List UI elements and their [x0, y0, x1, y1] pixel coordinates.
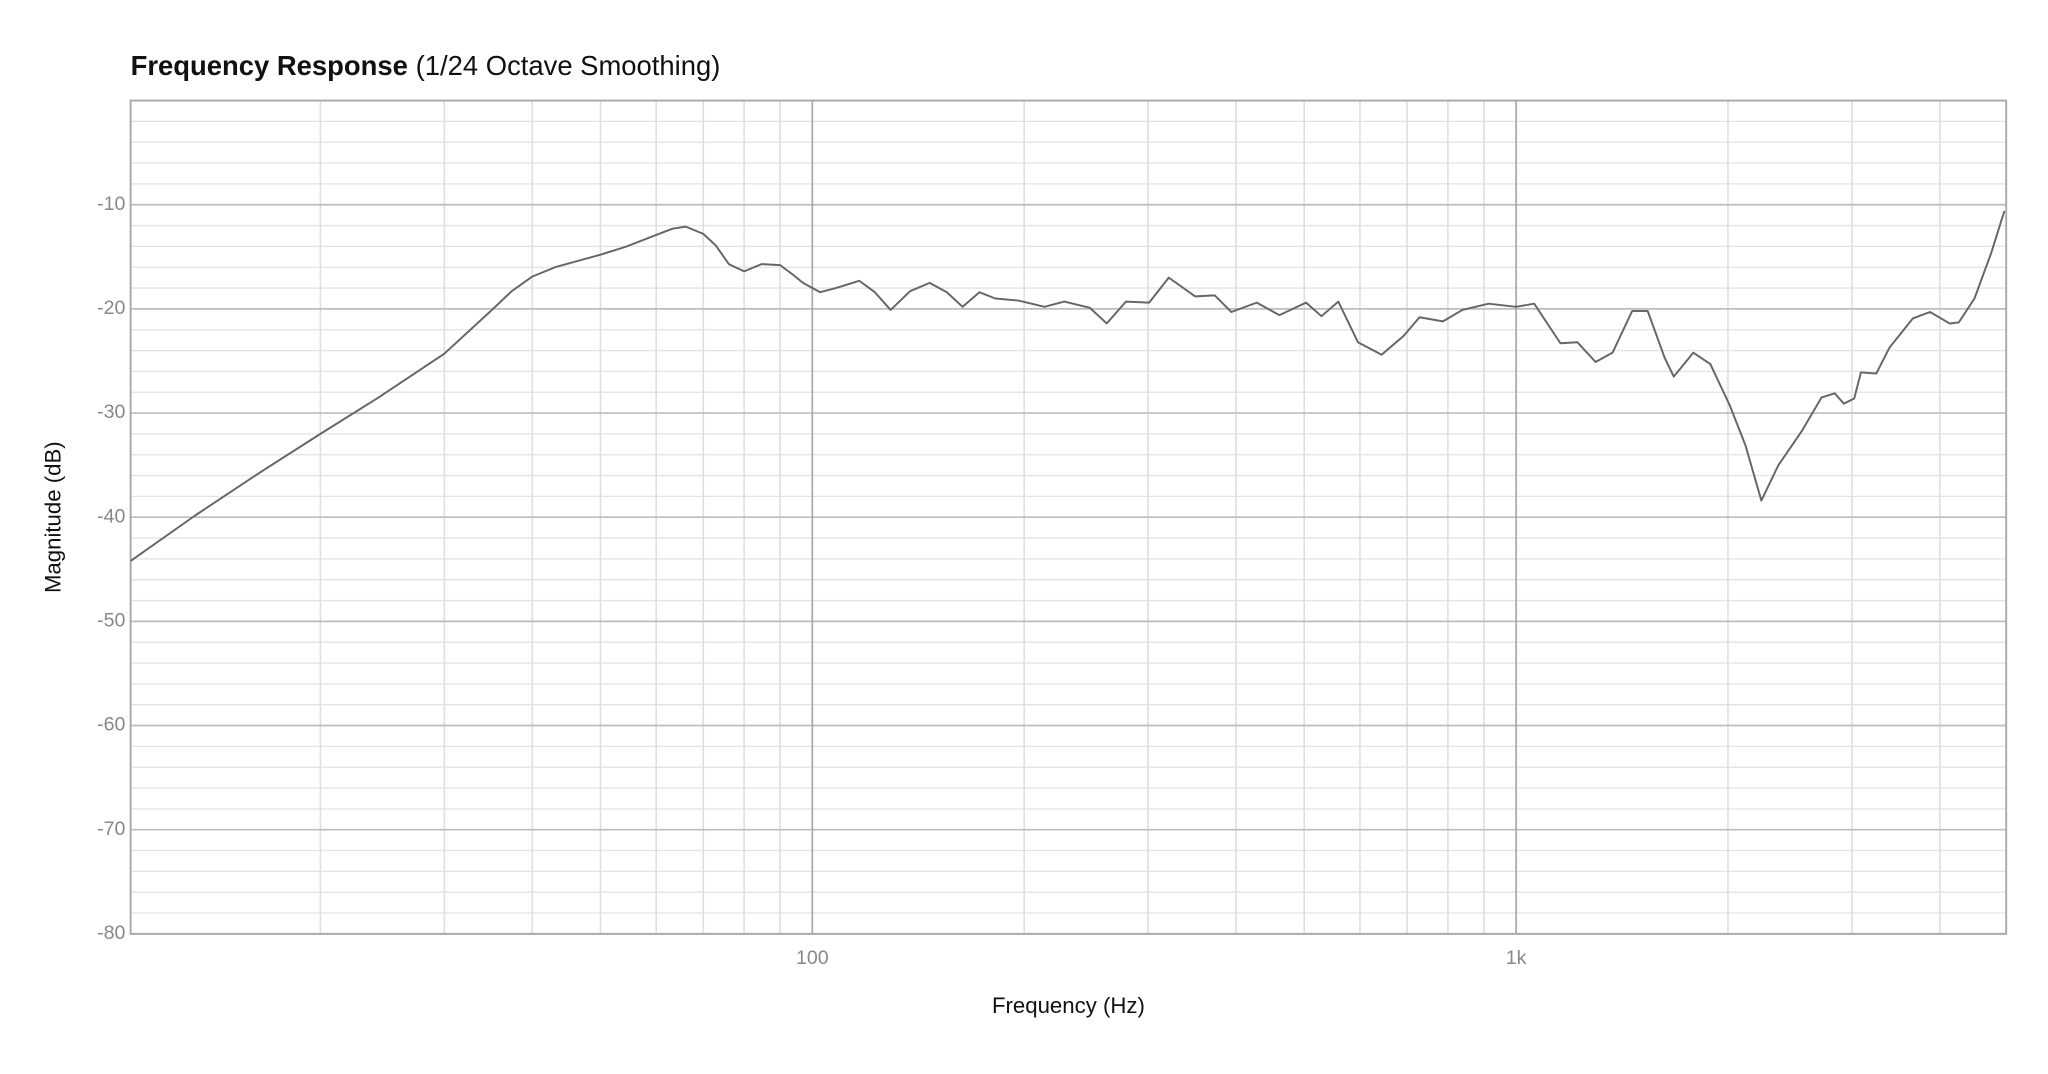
y-tick-label: -20 — [97, 297, 125, 319]
y-tick-label: -70 — [97, 818, 125, 840]
y-tick-label: -60 — [97, 714, 125, 736]
plot-frame — [129, 99, 2008, 935]
y-tick-label: -50 — [97, 610, 125, 632]
line-series — [130, 210, 2006, 562]
x-tick-label: 100 — [796, 947, 829, 969]
chart-subtitle: (1/24 Octave Smoothing) — [416, 50, 721, 81]
y-tick-label: -40 — [97, 505, 125, 527]
y-axis-title: Magnitude (dB) — [41, 441, 66, 593]
chart-title: Frequency Response — [131, 50, 408, 81]
y-tick-label: -30 — [97, 401, 125, 423]
y-tick-label: -80 — [97, 922, 125, 944]
x-axis-title: Frequency (Hz) — [992, 993, 1145, 1018]
y-tick-label: -10 — [97, 193, 125, 215]
x-tick-label: 1k — [1506, 947, 1527, 969]
